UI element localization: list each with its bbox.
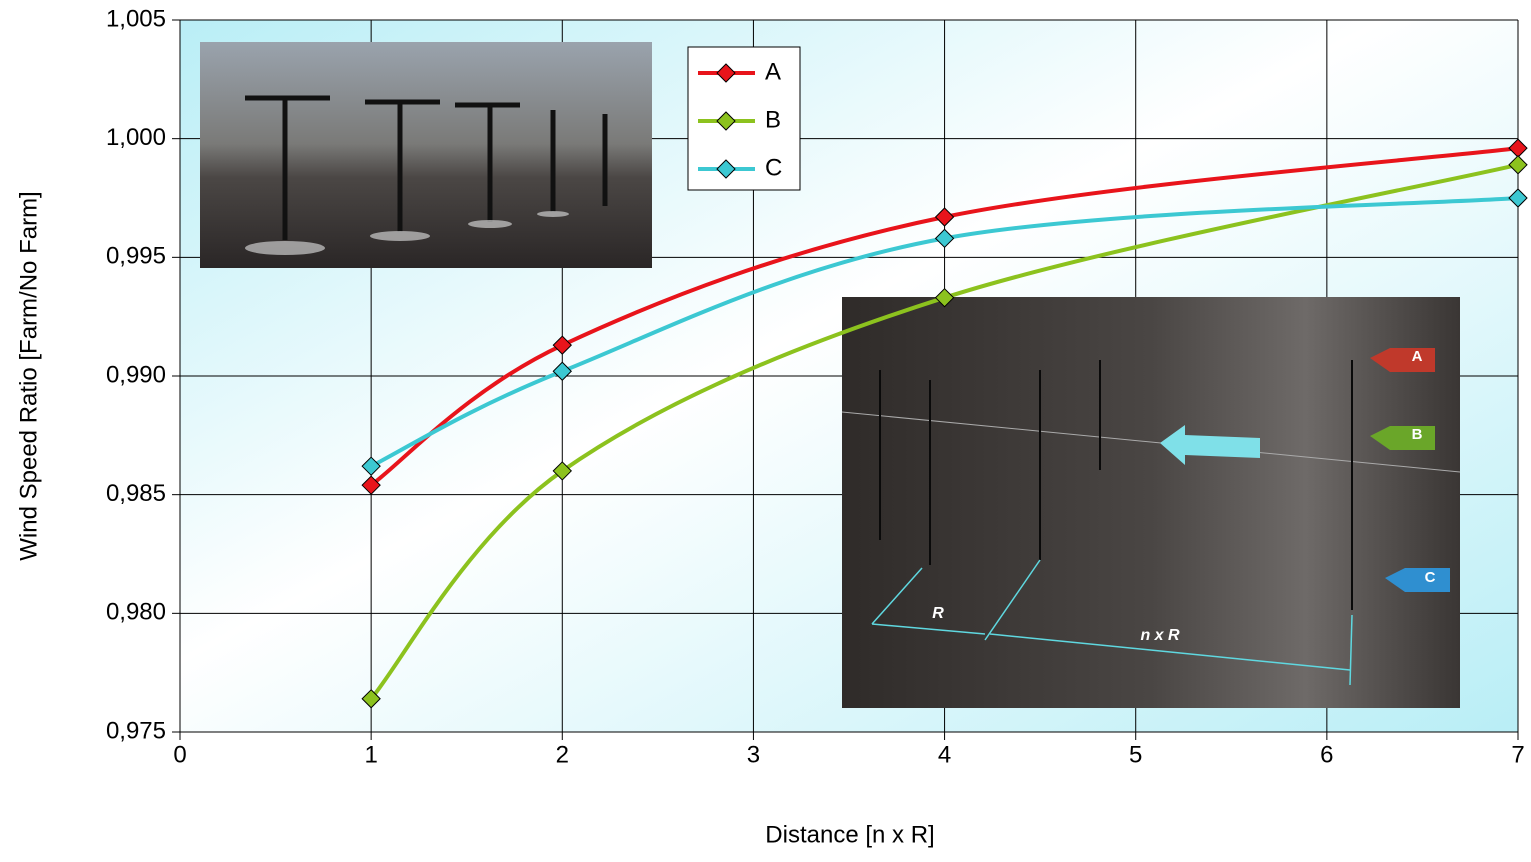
inset-tag: B [1412, 426, 1423, 443]
inset-photo [200, 42, 652, 268]
x-tick-label: 0 [173, 741, 186, 768]
y-tick-label: 0,990 [106, 361, 166, 388]
legend-label: C [765, 154, 782, 181]
legend: ABC [688, 47, 800, 190]
x-tick-label: 2 [556, 741, 569, 768]
inset-dimension: n x R [1140, 627, 1180, 644]
legend-label: A [765, 58, 781, 85]
x-tick-label: 3 [747, 741, 760, 768]
x-tick-label: 1 [364, 741, 377, 768]
y-axis-label: Wind Speed Ratio [Farm/No Farm] [15, 191, 42, 560]
y-tick-label: 0,975 [106, 717, 166, 744]
x-tick-label: 4 [938, 741, 951, 768]
y-tick-label: 0,995 [106, 243, 166, 270]
y-tick-label: 1,005 [106, 5, 166, 32]
inset-tag: A [1412, 348, 1423, 365]
y-tick-label: 0,980 [106, 599, 166, 626]
x-tick-label: 7 [1511, 741, 1524, 768]
x-tick-label: 5 [1129, 741, 1142, 768]
chart: A B C R n x R ABC Distance [n x R] Wind … [0, 0, 1531, 857]
x-axis-label: Distance [n x R] [765, 821, 934, 848]
inset-tag: C [1425, 569, 1436, 586]
inset-photo: A B C R n x R [842, 297, 1460, 708]
inset-dimension: R [932, 605, 944, 622]
y-tick-label: 1,000 [106, 124, 166, 151]
legend-label: B [765, 106, 781, 133]
y-tick-label: 0,985 [106, 480, 166, 507]
x-tick-label: 6 [1320, 741, 1333, 768]
